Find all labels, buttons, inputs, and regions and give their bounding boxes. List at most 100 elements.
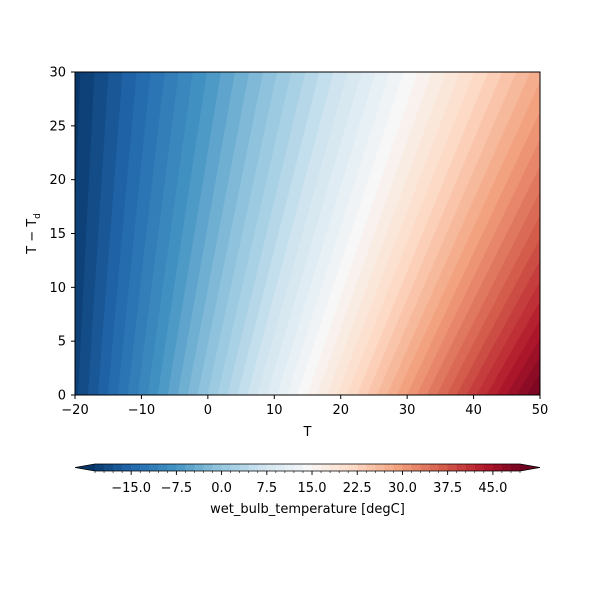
colorbar-tick-label: 45.0: [478, 481, 507, 496]
colorbar-cell: [483, 464, 494, 471]
colorbar-cell: [438, 464, 449, 471]
colorbar-cell: [158, 464, 168, 471]
colorbar-cell: [284, 464, 295, 471]
contour-band: [347, 72, 489, 395]
colorbar-cell: [212, 464, 222, 471]
colorbar: −15.0 −7.5 0.0 7.5 15.0 22.5 30.0 37.5 45.0 wet_…: [74, 463, 541, 517]
colorbar-cell: [348, 464, 358, 471]
colorbar-tick-label: 22.5: [343, 481, 372, 496]
x-tick-label: 50: [532, 403, 549, 418]
colorbar-cell: [194, 464, 204, 471]
y-axis-label: T − Td: [25, 213, 43, 255]
colorbar-cell: [104, 464, 114, 471]
contour-band: [486, 301, 540, 395]
colorbar-cells: [75, 464, 540, 471]
contour-band: [177, 72, 250, 395]
colorbar-cell: [375, 464, 385, 471]
y-tick-label: 15: [49, 227, 66, 242]
colorbar-tick-label: 30.0: [388, 481, 417, 496]
contour-band: [456, 238, 540, 395]
colorbar-cell: [149, 464, 159, 471]
colorbar-cell: [321, 464, 331, 471]
contour-band: [107, 72, 152, 395]
colorbar-cell: [275, 464, 286, 471]
colorbar-cell: [393, 464, 403, 471]
x-tick-label: 20: [332, 403, 349, 418]
colorbar-cell: [185, 464, 195, 471]
colorbar-cell: [131, 464, 141, 471]
contour-band: [78, 72, 110, 395]
colorbar-cell: [339, 464, 349, 471]
colorbar-cell: [429, 464, 440, 471]
contour-band: [97, 72, 138, 395]
colorbar-cell: [447, 464, 458, 471]
contour-bands: [75, 72, 540, 395]
x-tick-label: 0: [204, 403, 212, 418]
x-tick-label: −20: [61, 403, 88, 418]
colorbar-cell: [420, 464, 430, 471]
colorbar-cell: [257, 464, 268, 471]
colorbar-cell: [122, 464, 132, 471]
y-tick-label: 30: [49, 66, 66, 81]
contour-band: [267, 72, 377, 395]
contour-band: [237, 72, 335, 395]
colorbar-tick-label: 7.5: [256, 481, 277, 496]
y-axis: 0 5 10 15 20 25 30: [49, 66, 75, 404]
colorbar-cell: [510, 464, 521, 471]
contour-band: [396, 81, 540, 395]
contour-band: [75, 72, 95, 395]
colorbar-cell: [176, 464, 186, 471]
contour-band: [227, 72, 320, 395]
contour-band: [257, 72, 363, 395]
contour-band: [307, 72, 433, 395]
contour-band: [466, 260, 540, 395]
colorbar-cell: [167, 464, 177, 471]
x-tick-label: 10: [266, 403, 283, 418]
contour-band: [137, 72, 194, 395]
colorbar-ticks: −15.0 −7.5 0.0 7.5 15.0 22.5 30.0 37.5 45.0: [94, 471, 521, 496]
contour-band: [247, 72, 349, 395]
y-tick-label: 25: [49, 119, 66, 134]
contour-band: [297, 72, 419, 395]
x-axis: −20 −10 0 10 20 30 40 50: [61, 395, 548, 418]
x-tick-label: 30: [399, 403, 416, 418]
y-tick-label: 10: [49, 281, 66, 296]
colorbar-cell: [474, 464, 485, 471]
contour-band: [416, 139, 540, 395]
contour-band: [317, 72, 447, 395]
colorbar-cell: [465, 464, 476, 471]
contour-band: [127, 72, 180, 395]
y-tick-label: 20: [49, 173, 66, 188]
colorbar-cell: [330, 464, 340, 471]
contour-band: [426, 166, 540, 395]
colorbar-cell: [302, 464, 313, 471]
contour-band: [327, 72, 461, 395]
colorbar-label: wet_bulb_temperature [degC]: [210, 502, 405, 517]
contour-band: [117, 72, 166, 395]
colorbar-cell: [95, 464, 105, 471]
colorbar-cell: [384, 464, 394, 471]
contour-band: [496, 320, 540, 395]
colorbar-extend-min: [75, 464, 95, 471]
contour-band: [526, 373, 540, 395]
colorbar-extend-max: [520, 464, 540, 471]
colorbar-cell: [140, 464, 150, 471]
colorbar-cell: [203, 464, 213, 471]
contour-band: [197, 72, 278, 395]
contour-band: [536, 389, 540, 395]
colorbar-cell: [366, 464, 376, 471]
colorbar-cell: [239, 464, 250, 471]
contour-band: [406, 111, 540, 395]
colorbar-tick-label: 15.0: [298, 481, 327, 496]
colorbar-cell: [312, 464, 322, 471]
colorbar-tick-label: 0.0: [211, 481, 232, 496]
contour-band: [167, 72, 236, 395]
colorbar-cell: [230, 464, 241, 471]
colorbar-cell: [221, 464, 232, 471]
contour-band: [506, 338, 540, 395]
colorbar-cell: [492, 464, 503, 471]
colorbar-cell: [456, 464, 467, 471]
contour-band: [386, 72, 540, 395]
colorbar-cell: [266, 464, 277, 471]
